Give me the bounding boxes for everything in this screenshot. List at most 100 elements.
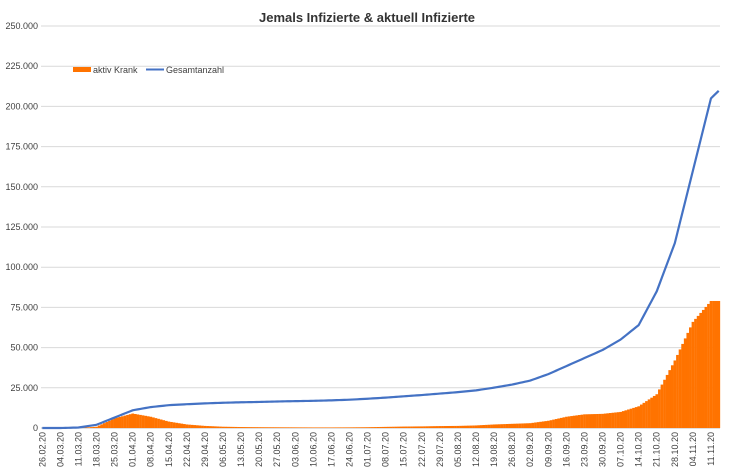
bar [337, 427, 341, 428]
bar [580, 414, 584, 428]
bar [224, 426, 228, 428]
bar [250, 427, 253, 428]
bar [167, 421, 171, 428]
bar [211, 426, 215, 428]
bar [616, 412, 620, 428]
bar [208, 426, 212, 428]
bar [368, 427, 372, 428]
bar [482, 425, 486, 428]
bar [619, 411, 623, 428]
bar [286, 427, 289, 428]
bar [474, 425, 478, 428]
bar [170, 421, 173, 428]
bar [247, 427, 251, 428]
bar [374, 427, 377, 428]
bar [503, 424, 506, 428]
bar [219, 426, 222, 428]
x-tick-label: 26.08.20 [507, 432, 517, 467]
x-tick-label: 27.05.20 [272, 432, 282, 467]
bar [492, 424, 496, 428]
bar [324, 427, 328, 428]
x-tick-label: 15.07.20 [399, 432, 409, 467]
bar [252, 427, 256, 428]
bar [322, 427, 326, 428]
y-tick-label: 175.000 [5, 142, 38, 152]
chart-title: Jemals Infizierte & aktuell Infizierte [259, 10, 475, 25]
bar [686, 332, 690, 428]
x-tick-label: 24.06.20 [345, 432, 355, 467]
bar [275, 427, 279, 428]
bar [306, 427, 310, 428]
bar [379, 426, 382, 428]
bar [673, 360, 677, 428]
x-tick-label: 04.03.20 [55, 432, 65, 467]
grid-lines [41, 25, 720, 429]
bar [255, 427, 259, 428]
bar [642, 402, 646, 428]
bar [544, 421, 548, 428]
bar [446, 426, 450, 428]
x-tick-label: 11.11.20 [706, 432, 716, 466]
bar [559, 417, 563, 428]
x-tick-label: 06.05.20 [218, 432, 228, 467]
y-tick-label: 0 [33, 423, 38, 433]
bar [84, 427, 88, 428]
bar [257, 427, 261, 428]
bar [105, 421, 109, 428]
bar [237, 426, 240, 428]
bar [425, 426, 429, 428]
bar [508, 423, 512, 428]
x-tick-label: 03.06.20 [290, 432, 300, 467]
x-tick-label: 04.11.20 [688, 432, 698, 466]
bar [399, 426, 403, 428]
bar [704, 306, 708, 428]
bar [464, 425, 468, 428]
bar [578, 415, 581, 428]
bar [601, 413, 604, 428]
bar [583, 414, 586, 428]
y-tick-label: 250.000 [5, 21, 38, 31]
x-tick-label: 05.08.20 [453, 432, 463, 467]
bar [528, 423, 532, 428]
bar [87, 427, 91, 428]
bar [678, 349, 682, 428]
bar [590, 414, 594, 428]
bar [632, 407, 635, 428]
x-tick-label: 18.03.20 [92, 432, 102, 467]
bar [696, 315, 700, 428]
x-tick-label: 29.07.20 [435, 432, 445, 467]
x-tick-label: 11.03.20 [73, 432, 83, 466]
bar [652, 395, 656, 428]
bar [621, 411, 625, 428]
bar [547, 420, 550, 428]
bar [363, 427, 367, 428]
x-tick-label: 22.04.20 [182, 432, 192, 467]
bar [485, 424, 488, 428]
line-series-gesamtanzahl [42, 89, 720, 430]
y-tick-label: 75.000 [10, 302, 38, 312]
bar [523, 423, 527, 428]
x-tick-label: 28.10.20 [670, 432, 680, 467]
bar [232, 426, 235, 428]
bar [95, 426, 98, 428]
bar [438, 426, 442, 428]
bar [164, 420, 168, 428]
bar [624, 410, 628, 428]
x-tick-label: 26.02.20 [37, 432, 47, 467]
bar [340, 427, 344, 428]
bar [193, 425, 197, 428]
bar [121, 416, 124, 428]
bar [185, 424, 189, 428]
bar [355, 427, 359, 428]
bar [291, 427, 295, 428]
bar [479, 425, 483, 428]
x-tick-label: 16.09.20 [561, 432, 571, 467]
bar [309, 427, 313, 428]
bar [562, 417, 566, 428]
bar [327, 427, 331, 428]
bar [539, 421, 543, 428]
bar [712, 300, 715, 428]
legend: aktiv Krank Gesamtanzahl [73, 65, 224, 75]
x-tick-label: 14.10.20 [634, 432, 644, 467]
y-tick-label: 200.000 [5, 101, 38, 111]
